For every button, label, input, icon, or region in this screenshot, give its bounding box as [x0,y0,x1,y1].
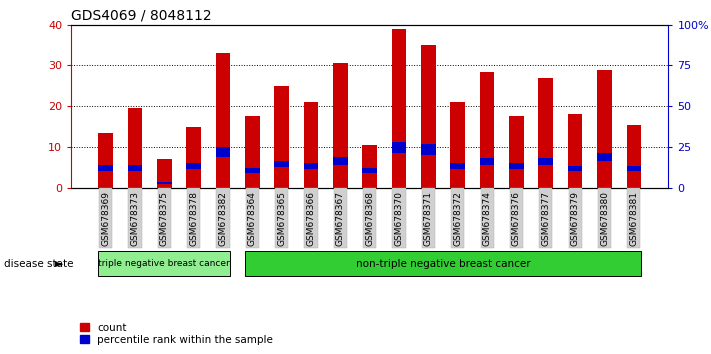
Text: GSM678372: GSM678372 [454,190,462,246]
Bar [304,188,318,248]
Bar [539,188,552,248]
Text: GSM678371: GSM678371 [424,190,433,246]
Bar [158,188,171,248]
Text: GSM678379: GSM678379 [571,190,579,246]
Bar [215,53,230,188]
Bar [127,108,142,188]
Text: disease state: disease state [4,259,73,269]
Text: GSM678378: GSM678378 [189,190,198,246]
Text: GSM678373: GSM678373 [130,190,139,246]
Bar [127,165,142,171]
Bar [509,116,524,188]
Bar [363,188,376,248]
Bar [245,169,260,173]
Bar [333,157,348,165]
Text: GSM678368: GSM678368 [365,190,374,246]
Bar [538,158,553,165]
Legend: count, percentile rank within the sample: count, percentile rank within the sample [76,318,277,349]
Bar [627,188,641,248]
Bar [245,251,641,276]
Bar [481,188,493,248]
Bar [98,165,113,171]
Bar [510,188,523,248]
Text: GSM678364: GSM678364 [248,190,257,246]
Bar [421,45,436,188]
Bar [568,166,582,171]
Bar [274,161,289,167]
Bar [98,251,230,276]
Bar [215,147,230,157]
Bar [626,125,641,188]
Text: GSM678366: GSM678366 [306,190,316,246]
Text: GSM678367: GSM678367 [336,190,345,246]
Bar [99,188,112,248]
Text: GSM678377: GSM678377 [541,190,550,246]
Bar [480,158,494,165]
Text: GSM678370: GSM678370 [395,190,404,246]
Bar [509,163,524,169]
Bar [598,188,611,248]
Bar [363,145,377,188]
Text: GSM678380: GSM678380 [600,190,609,246]
Text: triple negative breast cancer: triple negative breast cancer [98,259,230,268]
Bar [392,142,407,153]
Bar [538,78,553,188]
Bar [186,127,201,188]
Bar [187,188,201,248]
Bar [392,188,406,248]
Bar [421,144,436,155]
Bar [569,188,582,248]
Bar [275,188,288,248]
Bar [392,29,407,188]
Bar [157,159,171,188]
Text: GSM678365: GSM678365 [277,190,286,246]
Bar [363,169,377,173]
Text: GSM678382: GSM678382 [218,190,228,246]
Bar [597,153,612,161]
Text: GSM678375: GSM678375 [160,190,169,246]
Text: GSM678374: GSM678374 [483,190,491,246]
Text: GSM678376: GSM678376 [512,190,521,246]
Text: ►: ► [55,259,64,269]
Bar [304,163,319,169]
Bar [451,163,465,169]
Bar [98,133,113,188]
Bar [451,188,464,248]
Bar [157,182,171,183]
Bar [422,188,435,248]
Bar [451,102,465,188]
Text: GSM678369: GSM678369 [101,190,110,246]
Text: GSM678381: GSM678381 [629,190,638,246]
Bar [597,70,612,188]
Bar [304,102,319,188]
Text: non-triple negative breast cancer: non-triple negative breast cancer [356,259,530,269]
Bar [186,163,201,169]
Bar [568,114,582,188]
Bar [246,188,259,248]
Bar [128,188,141,248]
Bar [333,63,348,188]
Bar [216,188,230,248]
Bar [626,166,641,171]
Bar [480,72,494,188]
Bar [333,188,347,248]
Text: GDS4069 / 8048112: GDS4069 / 8048112 [71,8,212,22]
Bar [245,116,260,188]
Bar [274,86,289,188]
